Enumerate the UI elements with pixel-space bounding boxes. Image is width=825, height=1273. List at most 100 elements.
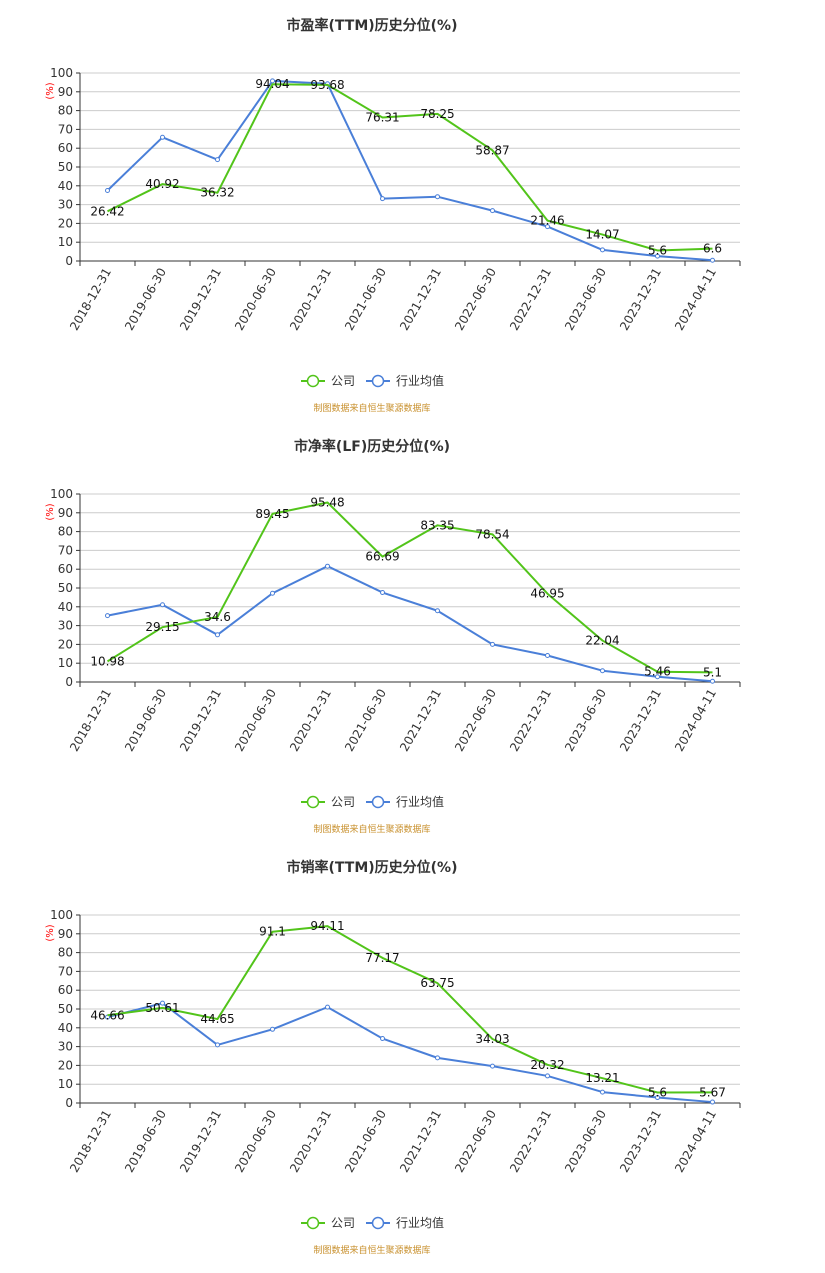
industry-point[interactable]	[600, 247, 605, 253]
x-tick-label: 2023-12-31	[617, 266, 664, 333]
x-tick-label: 2020-12-31	[287, 266, 334, 333]
industry-point[interactable]	[545, 1073, 550, 1079]
chart-title: 市销率(TTM)历史分位(%)	[287, 859, 458, 876]
legend-item-company[interactable]: 公司	[301, 1216, 355, 1230]
legend-item-company[interactable]: 公司	[301, 374, 355, 388]
y-tick-label: 100	[50, 908, 73, 922]
y-tick-label: 90	[58, 927, 73, 941]
company-data-label: 20.32	[530, 1058, 564, 1072]
legend-label-industry: 行业均值	[396, 794, 444, 809]
industry-point[interactable]	[545, 224, 550, 230]
company-data-label: 94.04	[255, 77, 289, 91]
x-tick-label: 2018-12-31	[67, 687, 114, 754]
x-tick-label: 2022-12-31	[507, 1108, 554, 1175]
chart-title: 市净率(LF)历史分位(%)	[294, 438, 450, 455]
industry-point[interactable]	[215, 157, 220, 163]
industry-point[interactable]	[160, 602, 165, 608]
company-data-label: 76.31	[365, 111, 399, 125]
company-data-label: 5.1	[703, 665, 722, 679]
y-tick-label: 0	[65, 254, 73, 268]
legend-item-industry[interactable]: 行业均值	[366, 794, 444, 809]
data-source-note: 制图数据来自恒生聚源数据库	[313, 823, 430, 835]
company-data-label: 14.07	[585, 228, 619, 242]
industry-point[interactable]	[655, 674, 660, 680]
industry-point[interactable]	[160, 1000, 165, 1006]
pb-chart-panel: 市净率(LF)历史分位(%) (%) 0 10 20 30 40 50 60 70 80 90 100 2…	[0, 421, 825, 842]
company-data-label: 13.21	[585, 1071, 619, 1085]
company-data-label: 34.6	[204, 610, 231, 624]
y-tick-label: 90	[58, 506, 73, 520]
y-tick-label: 50	[58, 160, 73, 174]
x-tick-label: 2024-04-11	[672, 1108, 719, 1175]
industry-point[interactable]	[270, 590, 275, 596]
industry-point[interactable]	[655, 1095, 660, 1101]
industry-point[interactable]	[380, 590, 385, 596]
industry-point[interactable]	[105, 188, 110, 193]
industry-point[interactable]	[105, 613, 110, 619]
industry-point[interactable]	[325, 563, 330, 569]
industry-point[interactable]	[215, 1042, 220, 1048]
industry-point[interactable]	[710, 678, 715, 684]
x-tick-label: 2019-12-31	[177, 266, 224, 333]
y-tick-label: 60	[58, 141, 73, 155]
industry-point[interactable]	[600, 668, 605, 674]
industry-point[interactable]	[545, 652, 550, 658]
x-tick-label: 2019-12-31	[177, 687, 224, 754]
industry-point[interactable]	[490, 208, 495, 214]
y-tick-label: 60	[58, 983, 73, 997]
y-tick-label: 30	[58, 198, 73, 212]
company-data-label: 22.04	[585, 634, 619, 648]
company-data-label: 5.67	[699, 1085, 726, 1099]
industry-point[interactable]	[160, 134, 165, 140]
y-tick-label: 50	[58, 1002, 73, 1016]
data-source-note: 制图数据来自恒生聚源数据库	[313, 1244, 430, 1256]
industry-point[interactable]	[270, 1026, 275, 1032]
y-axis-unit-label: (%)	[45, 924, 56, 941]
company-data-label: 46.95	[530, 587, 564, 601]
company-data-label: 5.46	[644, 665, 671, 679]
x-tick-label: 2021-06-30	[342, 687, 389, 754]
y-tick-label: 20	[58, 216, 73, 230]
y-tick-label: 70	[58, 964, 73, 978]
y-tick-label: 10	[58, 656, 73, 670]
industry-point[interactable]	[325, 1004, 330, 1010]
x-tick-label: 2018-12-31	[67, 266, 114, 333]
company-data-label: 78.25	[420, 107, 454, 121]
y-tick-label: 70	[58, 122, 73, 136]
y-tick-label: 10	[58, 1077, 73, 1091]
industry-point[interactable]	[710, 257, 715, 263]
ps-chart: 市销率(TTM)历史分位(%) (%) 0 10 20 30 40 50 60 70 80 90 100…	[45, 859, 741, 1256]
industry-point[interactable]	[655, 253, 660, 259]
y-tick-label: 10	[58, 235, 73, 249]
industry-point[interactable]	[380, 1036, 385, 1042]
industry-point[interactable]	[490, 1063, 495, 1069]
x-tick-label: 2021-06-30	[342, 266, 389, 333]
y-tick-label: 70	[58, 543, 73, 557]
company-data-label: 94.11	[310, 919, 344, 933]
legend-marker-company	[306, 1216, 320, 1230]
legend-item-company[interactable]: 公司	[301, 795, 355, 809]
industry-point[interactable]	[600, 1089, 605, 1095]
legend-item-industry[interactable]: 行业均值	[366, 1215, 444, 1230]
industry-point[interactable]	[710, 1099, 715, 1105]
legend-label-industry: 行业均值	[396, 1215, 444, 1230]
x-tick-label: 2019-06-30	[122, 687, 169, 754]
data-source-note: 制图数据来自恒生聚源数据库	[313, 402, 430, 414]
y-axis-unit-label: (%)	[45, 82, 56, 99]
industry-point[interactable]	[490, 641, 495, 647]
x-tick-label: 2021-12-31	[397, 266, 444, 333]
x-tick-label: 2020-12-31	[287, 1108, 334, 1175]
legend-item-industry[interactable]: 行业均值	[366, 373, 444, 388]
company-data-label: 91.1	[259, 925, 286, 939]
industry-point[interactable]	[435, 1055, 440, 1061]
company-data-label: 44.65	[200, 1012, 234, 1026]
industry-point[interactable]	[215, 632, 220, 638]
y-tick-label: 30	[58, 1040, 73, 1054]
industry-point[interactable]	[270, 78, 275, 84]
industry-point[interactable]	[435, 608, 440, 614]
industry-point[interactable]	[435, 194, 440, 200]
x-tick-label: 2023-12-31	[617, 1108, 664, 1175]
y-tick-label: 0	[65, 675, 73, 689]
industry-point[interactable]	[380, 196, 385, 202]
company-data-label: 5.6	[648, 243, 667, 257]
